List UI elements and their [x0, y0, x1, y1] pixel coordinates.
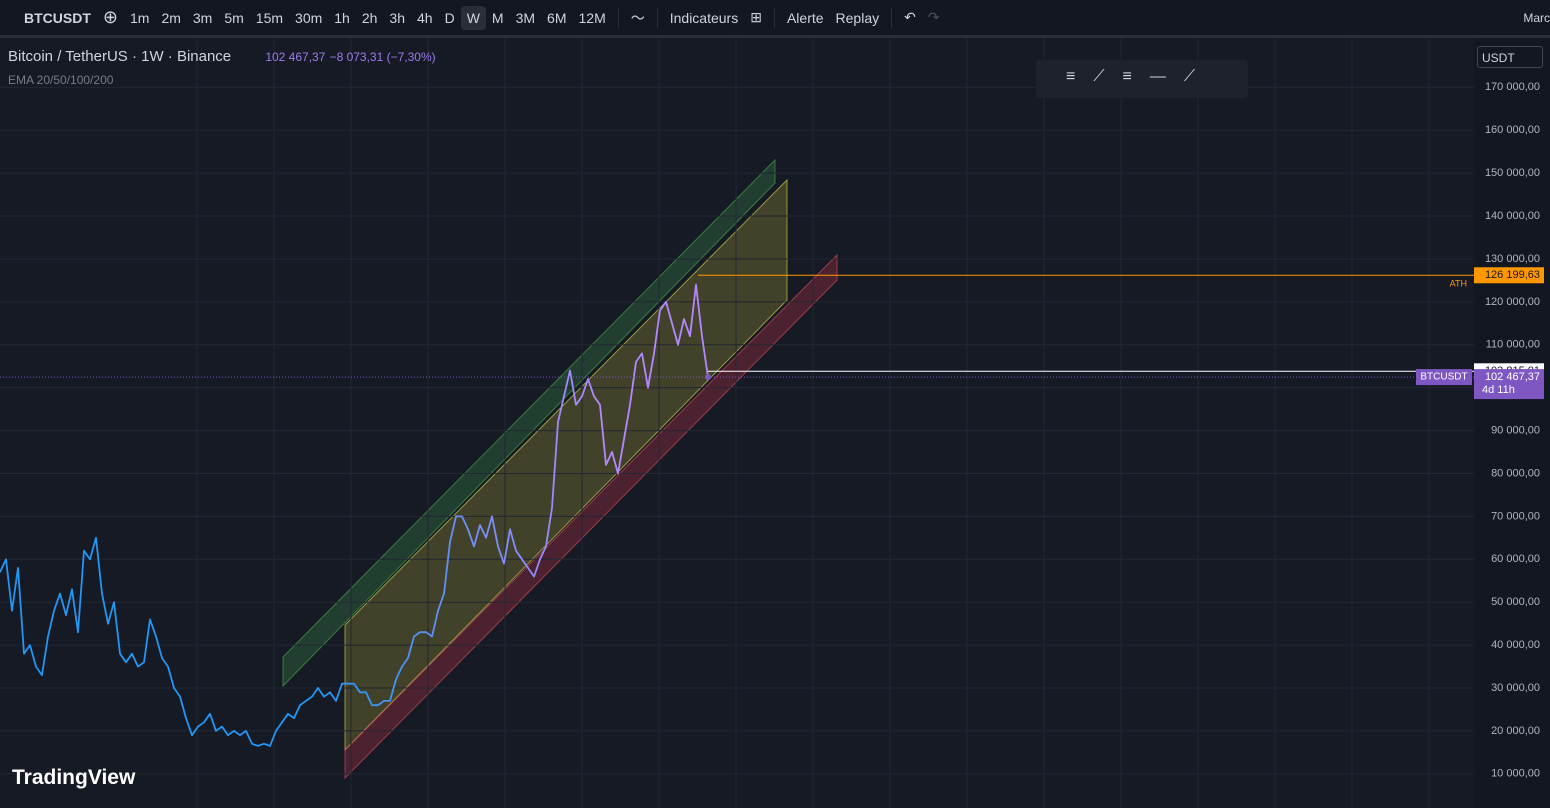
- symbol[interactable]: BTCUSDT: [24, 9, 91, 26]
- redo[interactable]: ↷: [927, 9, 940, 25]
- interval[interactable]: W: [460, 5, 486, 30]
- interval[interactable]: M: [491, 9, 504, 26]
- y-tick-label: 60 000,00: [1491, 553, 1540, 565]
- current-label: 102 467,37: [1485, 371, 1540, 383]
- legend-title: Bitcoin / TetherUS · 1W · Binance: [8, 48, 232, 65]
- interval[interactable]: 1m: [129, 9, 150, 26]
- interval[interactable]: 3M: [515, 9, 536, 26]
- legend-change: −8 073,31 (−7,30%): [329, 50, 436, 64]
- y-tick-label: 130 000,00: [1485, 253, 1540, 265]
- chart-style[interactable]: 〜: [630, 9, 645, 26]
- y-tick-label: 20 000,00: [1491, 725, 1540, 737]
- currency-select[interactable]: USDT: [1477, 46, 1543, 68]
- y-tick-label: 120 000,00: [1485, 296, 1540, 308]
- add-symbol[interactable]: ⊕: [102, 7, 118, 27]
- separator: [773, 7, 775, 28]
- price-line: [0, 283, 709, 747]
- legend: Bitcoin / TetherUS · 1W · Binance 102 46…: [8, 48, 436, 65]
- interval[interactable]: 3m: [192, 9, 213, 26]
- channel-middle: [344, 178, 788, 752]
- separator: [656, 7, 658, 28]
- undo[interactable]: ↶: [904, 9, 916, 25]
- drawing-toolbar: ≡⟋≡—⟋: [1036, 60, 1248, 98]
- layouts[interactable]: ⊞: [750, 9, 762, 25]
- y-tick-label: 160 000,00: [1485, 124, 1540, 136]
- y-tick-label: 50 000,00: [1491, 596, 1540, 608]
- account[interactable]: Marc: [1523, 10, 1550, 25]
- y-tick-label: 150 000,00: [1485, 167, 1540, 179]
- toolbar: BTCUSDT ⊕ 1m 2m 3m 5m 15m 30m 1h 2h 3h 4h D W M 3M 6M 1…: [0, 0, 1550, 38]
- y-tick-label: 90 000,00: [1491, 424, 1540, 436]
- intervals: 1m 2m 3m 5m 15m 30m 1h 2h 3h 4h D W M 3M 6M 12M: [124, 5, 612, 30]
- separator: [617, 7, 619, 28]
- interval[interactable]: 15m: [255, 9, 284, 26]
- symbol-tag: BTCUSDT: [1420, 372, 1467, 383]
- ath-label: 126 199,63: [1485, 269, 1540, 281]
- current-label-box: [1474, 369, 1544, 400]
- y-tick-label: 80 000,00: [1491, 467, 1540, 479]
- y-tick-label: 70 000,00: [1491, 510, 1540, 522]
- last-point: [705, 374, 711, 381]
- y-tick-label: 170 000,00: [1485, 81, 1540, 93]
- y-tick-label: 10 000,00: [1491, 768, 1540, 780]
- interval[interactable]: 3h: [389, 9, 405, 26]
- study-legend: EMA 20/50/100/200: [8, 73, 114, 87]
- y-tick-label: 110 000,00: [1486, 339, 1540, 351]
- interval[interactable]: 2m: [161, 9, 181, 26]
- legend-price: 102 467,37: [265, 50, 326, 64]
- interval[interactable]: 4h: [417, 9, 433, 26]
- replay[interactable]: Replay: [835, 9, 880, 26]
- interval[interactable]: 1h: [334, 9, 350, 26]
- interval[interactable]: D: [444, 9, 455, 26]
- ath-name: ATH: [1450, 279, 1467, 289]
- drawing-tools[interactable]: ≡⟋≡—⟋: [1066, 68, 1214, 85]
- chart: 10 000,00 20 000,00 30 000,00 40 000,00 50 0…: [0, 38, 1550, 808]
- symbol-tag-box: [1416, 369, 1472, 386]
- y-tick-label: 30 000,00: [1491, 682, 1540, 694]
- indicators[interactable]: Indicateurs: [669, 9, 739, 26]
- brand: TradingView: [12, 766, 136, 789]
- separator: [891, 7, 893, 28]
- price-axis: [1474, 38, 1550, 808]
- interval[interactable]: 5m: [224, 9, 244, 26]
- y-tick-label: 140 000,00: [1485, 210, 1540, 222]
- channel-upper: [282, 158, 776, 688]
- interval[interactable]: 2h: [361, 9, 378, 26]
- countdown: 4d 11h: [1482, 384, 1515, 396]
- interval[interactable]: 30m: [295, 9, 323, 26]
- interval[interactable]: 6M: [547, 9, 567, 26]
- y-tick-label: 40 000,00: [1491, 639, 1540, 651]
- ath-label-box: [1474, 267, 1544, 284]
- interval[interactable]: 12M: [578, 9, 606, 26]
- alert[interactable]: Alerte: [786, 9, 824, 26]
